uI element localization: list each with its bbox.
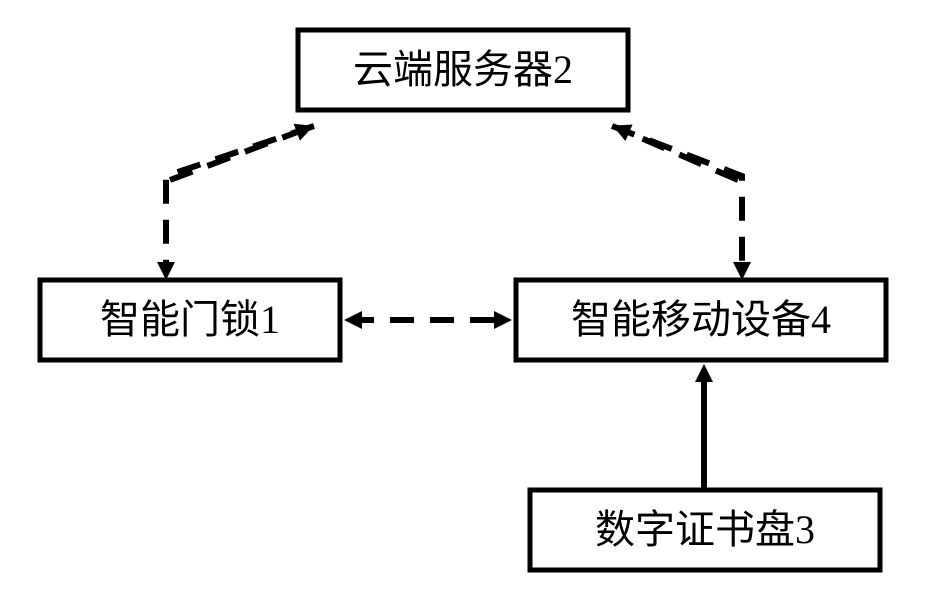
flowchart-canvas: 云端服务器2 智能门锁1 智能移动设备4 数字证书盘3 (0, 0, 930, 598)
node-cert: 数字证书盘3 (530, 490, 880, 570)
node-cert-label: 数字证书盘3 (595, 507, 815, 552)
node-lock-label: 智能门锁1 (100, 297, 280, 342)
edge-server-lock (166, 126, 314, 274)
edge-server-mobile (612, 126, 742, 274)
node-mobile-label: 智能移动设备4 (571, 297, 831, 342)
node-server-label: 云端服务器2 (353, 47, 573, 92)
node-mobile: 智能移动设备4 (516, 280, 886, 360)
node-server: 云端服务器2 (298, 30, 628, 110)
node-lock: 智能门锁1 (40, 280, 340, 360)
